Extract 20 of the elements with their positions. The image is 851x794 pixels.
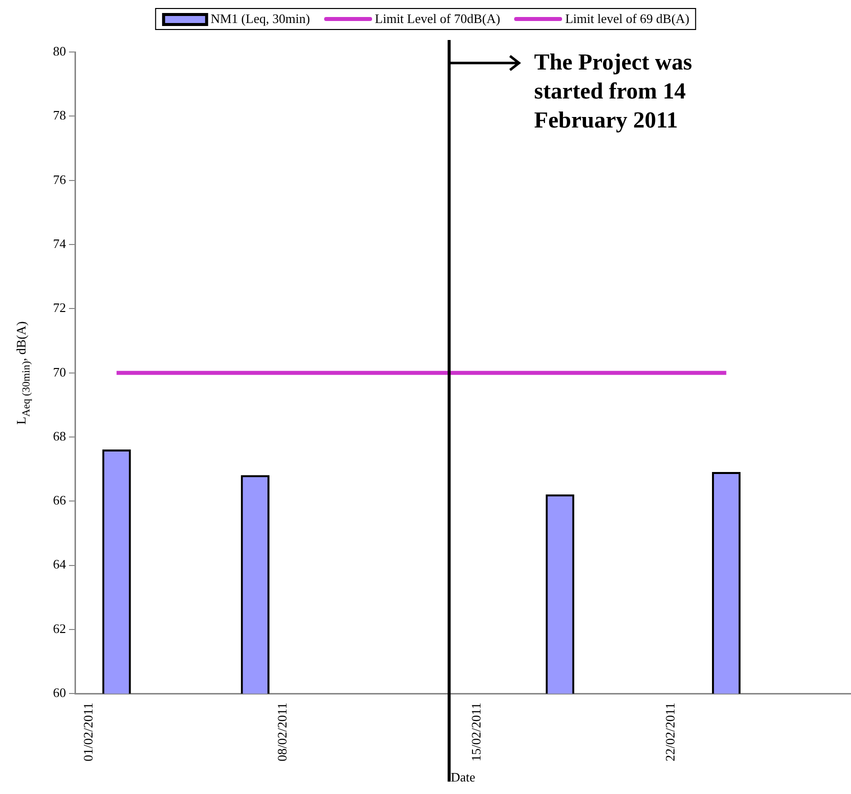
- y-tick-label: 62: [53, 620, 66, 636]
- legend-label: Limit Level of 70dB(A): [374, 11, 500, 27]
- x-tick-label: 08/02/2011: [274, 702, 290, 762]
- y-tick-label: 70: [53, 364, 66, 380]
- y-tick-label: 78: [53, 108, 66, 123]
- y-tick-label: 74: [53, 236, 66, 251]
- x-tick-label: 22/02/2011: [662, 702, 678, 762]
- y-tick-label: 64: [53, 556, 66, 572]
- y-tick-label: 60: [53, 685, 66, 700]
- y-tick-label: 72: [53, 300, 66, 316]
- x-tick-label: 15/02/2011: [468, 702, 484, 762]
- legend-label: NM1 (Leq, 30min): [210, 11, 310, 27]
- y-tick-label: 66: [53, 492, 66, 508]
- y-tick-label: 80: [53, 43, 66, 58]
- x-tick-label: 01/02/2011: [80, 702, 96, 762]
- y-tick-label: 68: [53, 428, 66, 444]
- x-axis-title: Date: [450, 770, 476, 785]
- y-tick-label: 76: [53, 172, 66, 187]
- ref-line-label: The Project was started from 14 February 2011: [534, 49, 692, 132]
- legend-label: Limit level of 69 dB(A): [565, 11, 690, 27]
